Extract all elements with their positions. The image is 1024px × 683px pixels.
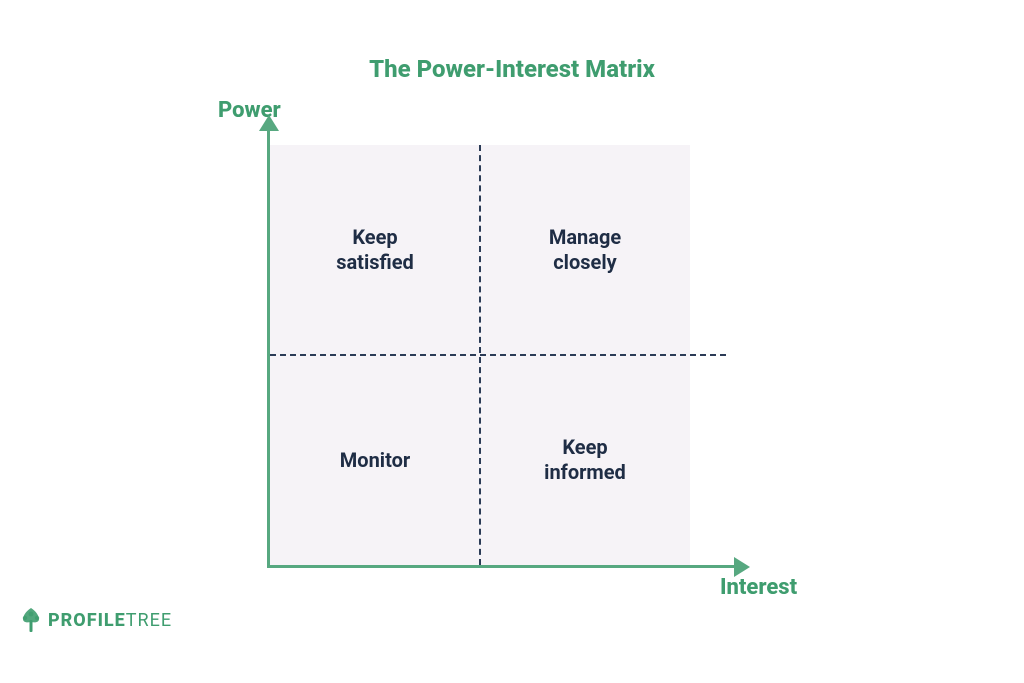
tree-icon [20,608,42,632]
quadrant-top-right: Manage closely [480,145,690,355]
logo-text-light: TREE [126,610,172,631]
x-axis-line [267,565,734,568]
y-axis-line [267,131,270,568]
x-axis-label: Interest [720,575,797,600]
quadrant-top-left: Keep satisfied [270,145,480,355]
diagram-title: The Power-Interest Matrix [369,55,655,83]
matrix-area: Keep satisfied Manage closely Monitor Ke… [270,145,690,565]
quadrant-bottom-left: Monitor [270,355,480,565]
x-axis-arrow-icon [734,557,750,577]
logo: PROFILETREE [20,608,172,632]
logo-text: PROFILETREE [48,610,172,631]
quadrant-bottom-right: Keep informed [480,355,690,565]
logo-text-bold: PROFILE [48,610,126,631]
y-axis-arrow-icon [259,115,279,131]
